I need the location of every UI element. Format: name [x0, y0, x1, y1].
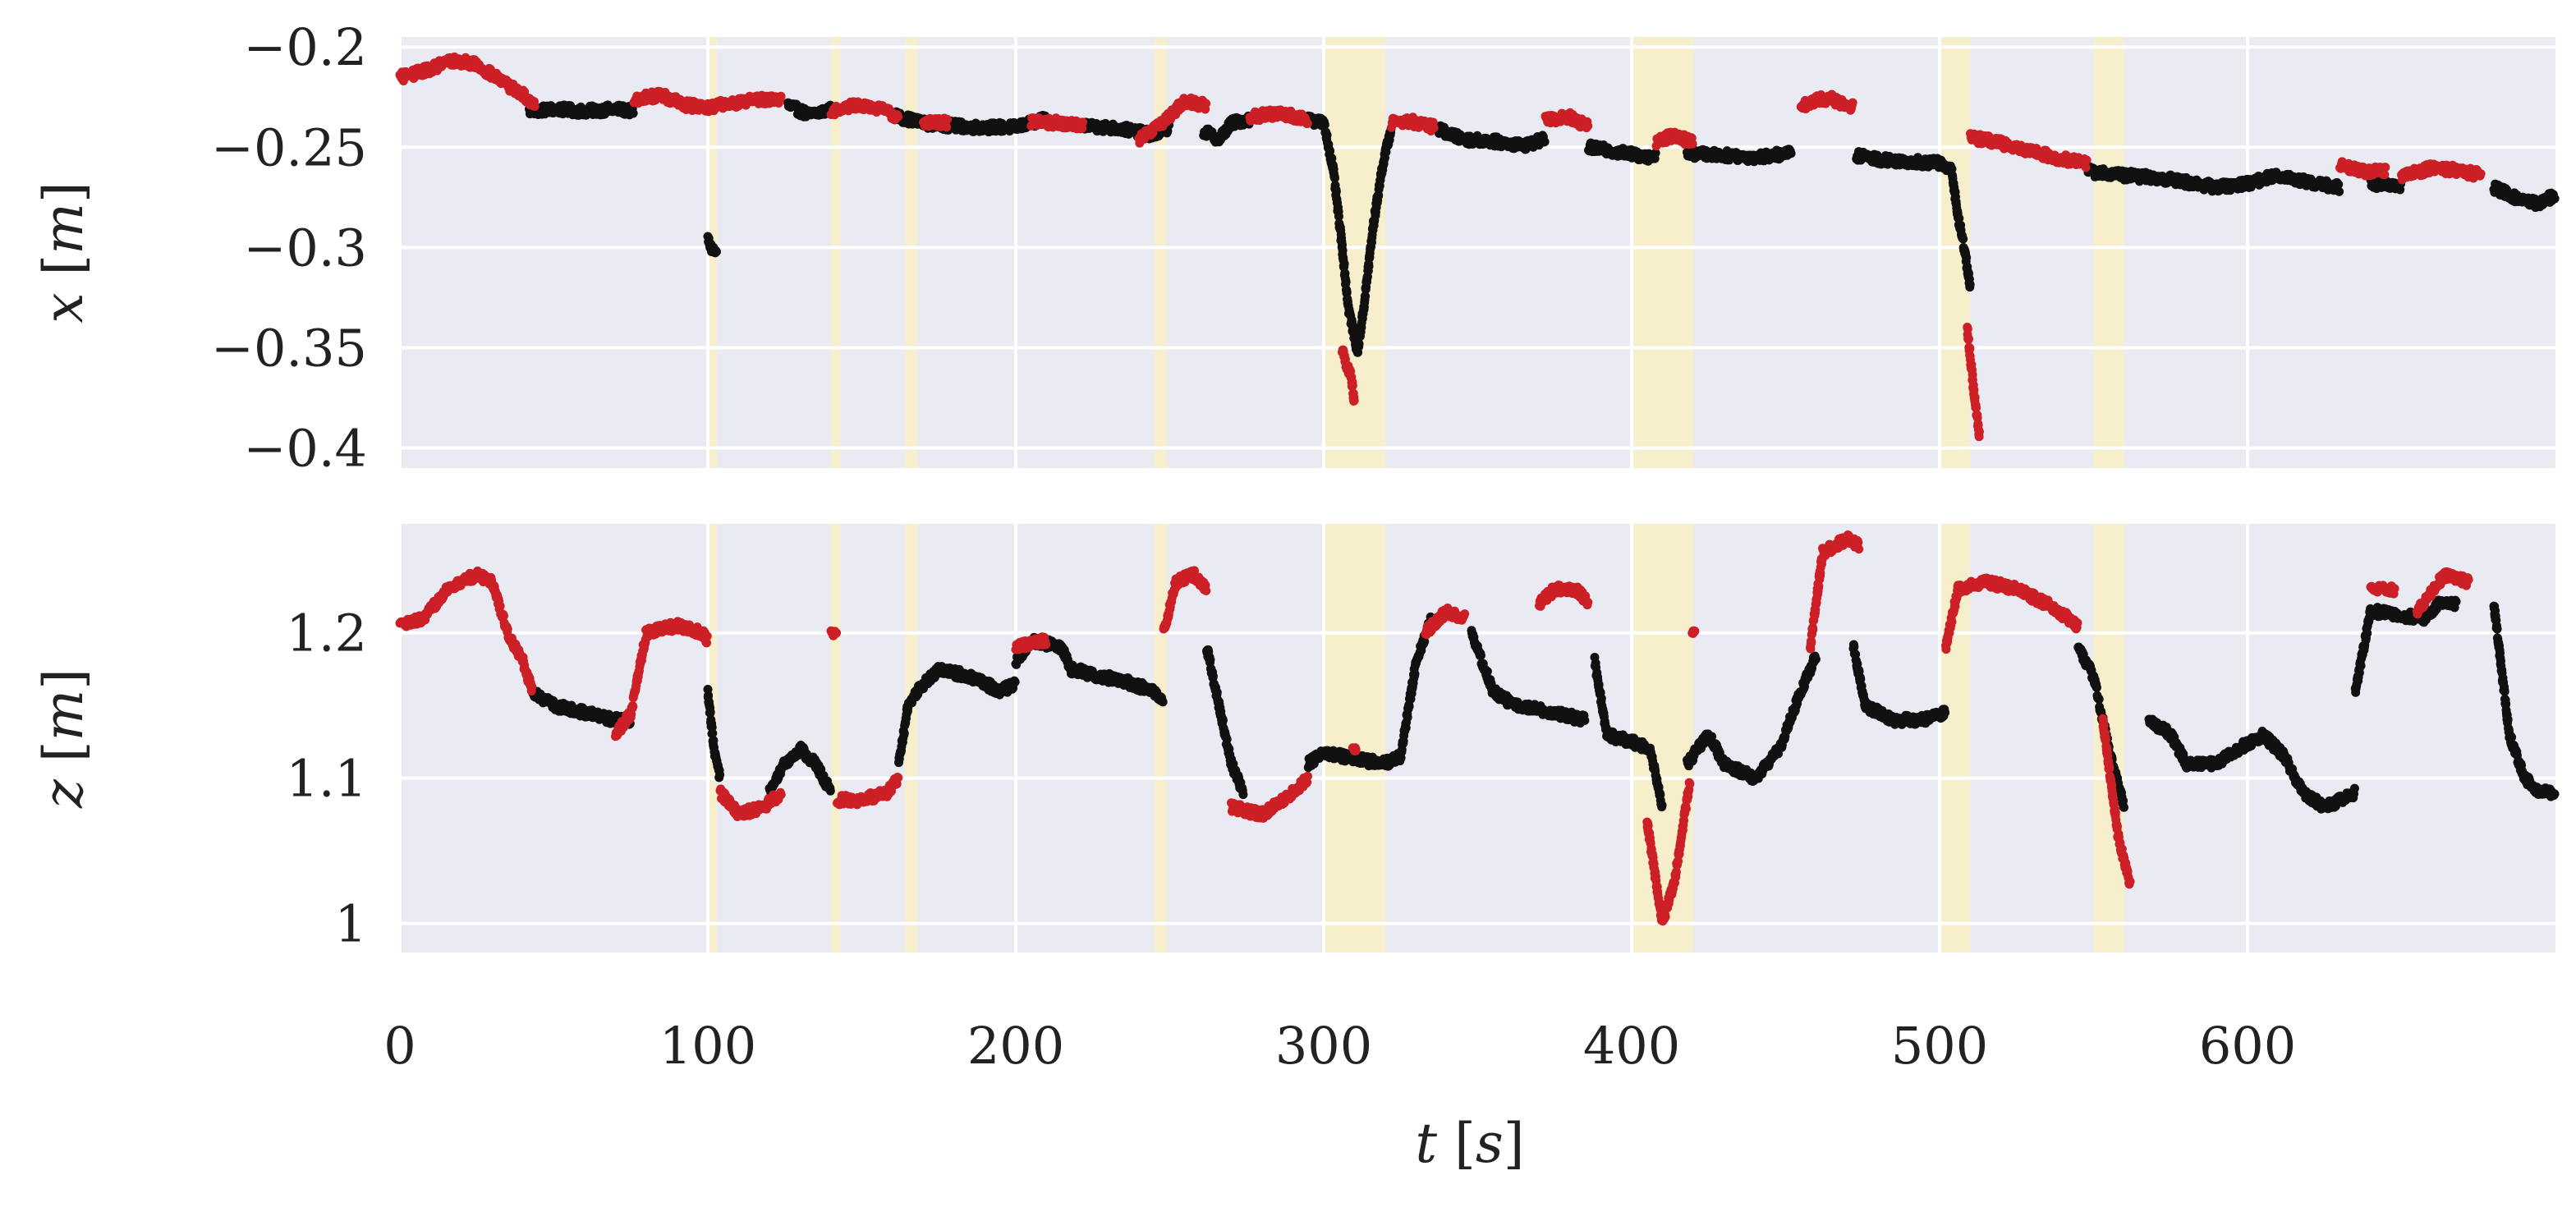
- x-data-point: [2335, 186, 2344, 196]
- x-y-tick-label: −0.4: [243, 419, 367, 479]
- x-data-point: [1322, 131, 1332, 140]
- x-data-point: [1963, 334, 1973, 344]
- x-data-point: [1429, 123, 1439, 133]
- x-data-point: [2476, 169, 2486, 179]
- x-data-point: [2381, 163, 2390, 172]
- x-data-point: [1848, 98, 1857, 108]
- x-highlight-bands: [708, 37, 2124, 468]
- x-data-point: [1962, 253, 1972, 263]
- z-data-point: [1403, 713, 1412, 723]
- x-data-point: [1958, 234, 1968, 244]
- x-data-point: [1329, 173, 1339, 183]
- z-data-point: [1811, 654, 1821, 664]
- x-data-point: [1349, 396, 1359, 406]
- x-data-points: [395, 52, 2560, 442]
- z-data-point: [1218, 715, 1228, 725]
- x-highlight-band: [1632, 37, 1693, 468]
- x-data-point: [1078, 117, 1088, 127]
- x-data-point: [1963, 324, 1972, 334]
- x-data-point: [1201, 99, 1211, 108]
- x-highlight-band: [831, 37, 841, 468]
- x-data-point: [776, 91, 786, 101]
- z-data-point: [1657, 801, 1667, 810]
- x-gridlines: [398, 37, 2555, 468]
- z-plot-background: [400, 524, 2555, 953]
- x-data-point: [1338, 246, 1348, 255]
- x-data-point: [1320, 120, 1329, 130]
- x-data-point: [1364, 261, 1374, 271]
- x-y-tick-label: −0.35: [211, 318, 367, 378]
- x-data-point: [893, 112, 903, 122]
- x-data-point: [1361, 292, 1371, 301]
- x-series-red: [395, 52, 2486, 442]
- x-y-tick-label: −0.2: [243, 17, 367, 77]
- x-data-point: [1583, 121, 1593, 131]
- z-data-point: [825, 786, 835, 796]
- x-data-point: [1341, 278, 1351, 287]
- x-highlight-band: [2093, 37, 2124, 468]
- z-data-point: [1410, 669, 1420, 679]
- x-data-point: [1540, 137, 1550, 147]
- x-y-tick-labels: −0.2 −0.25 −0.3 −0.35 −0.4: [211, 17, 367, 478]
- x-plot-background: [400, 37, 2555, 468]
- x-y-tick-label: −0.3: [243, 218, 367, 278]
- x-data-point: [2334, 179, 2344, 189]
- x-data-point: [943, 114, 953, 124]
- z-data-point: [1580, 715, 1590, 725]
- x-data-point: [1302, 118, 1312, 128]
- x-series-black: [525, 98, 2560, 357]
- z-highlight-band: [1324, 524, 1385, 953]
- z-data-point: [1205, 655, 1215, 665]
- z-data-point: [715, 769, 725, 779]
- x-data-point: [1974, 427, 1984, 437]
- x-y-tick-label: −0.25: [211, 117, 367, 177]
- x-data-point: [1339, 259, 1349, 269]
- z-highlight-band: [1154, 524, 1167, 953]
- x-data-point: [1331, 186, 1341, 196]
- x-position-panel: −0.2 −0.25 −0.3 −0.35 −0.4 x [m]: [32, 17, 2560, 479]
- x-data-point: [1325, 146, 1335, 156]
- x-data-point: [1687, 139, 1697, 149]
- x-data-point: [1327, 154, 1337, 163]
- x-data-point: [1786, 149, 1796, 158]
- z-data-point: [1238, 790, 1248, 800]
- x-data-point: [530, 102, 540, 112]
- z-data-point: [1476, 650, 1485, 660]
- x-data-point: [1954, 213, 1964, 223]
- x-data-point: [628, 108, 638, 118]
- x-axis-label: x [m]: [32, 181, 95, 323]
- x-data-point: [1348, 381, 1357, 391]
- x-data-point: [1342, 287, 1352, 297]
- x-data-point: [1354, 339, 1364, 349]
- z-highlight-band: [831, 524, 841, 953]
- x-highlight-band: [1154, 37, 1167, 468]
- x-data-point: [2082, 155, 2092, 165]
- x-data-point: [942, 122, 952, 132]
- x-data-point: [1965, 279, 1975, 289]
- z-data-point: [1010, 677, 1020, 686]
- x-data-point: [2550, 194, 2560, 204]
- z-data-point: [1158, 697, 1168, 707]
- z-position-panel: 11.11.2 0 100 200 300 400 500 600 z [m] t [s]: [32, 524, 2560, 1175]
- x-data-point: [712, 246, 721, 256]
- x-data-point: [1334, 212, 1343, 222]
- x-highlight-band: [905, 37, 917, 468]
- x-data-point: [1651, 148, 1660, 158]
- z-data-point: [1482, 667, 1492, 677]
